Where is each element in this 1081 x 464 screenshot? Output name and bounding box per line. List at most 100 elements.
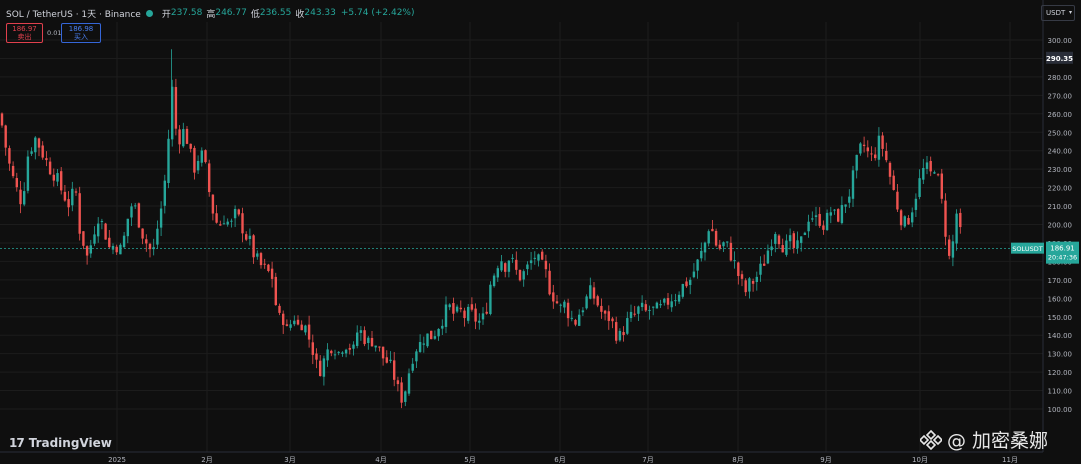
price-tick-label: 230.00 (1048, 166, 1073, 174)
candle-body (274, 276, 277, 306)
candle-body (100, 221, 104, 223)
price-tick-label: 210.00 (1048, 203, 1073, 211)
open-label: 开 (161, 9, 171, 20)
candle-body (807, 221, 810, 232)
bar-countdown: 20:47:36 (1048, 254, 1077, 262)
candle-body (193, 147, 196, 173)
candle-body (78, 193, 81, 234)
candle-body (400, 382, 403, 403)
candle-body (363, 330, 366, 345)
candle-body (259, 253, 263, 266)
watermark-text: @ 加密桑娜 (947, 430, 1049, 452)
sell-label: 卖出 (17, 33, 32, 41)
currency-selector[interactable]: USDT ▾ (1041, 5, 1075, 21)
high-price-marker: 290.35 (1046, 55, 1073, 63)
last-price-label: 186.91 (1050, 245, 1075, 253)
candle-body (230, 220, 233, 222)
candle-body (522, 271, 525, 280)
candle-body (692, 271, 696, 278)
candle-body (156, 228, 159, 245)
tradingview-logo[interactable]: 17 TradingView (9, 436, 112, 450)
candle-body (208, 163, 211, 193)
candle-body (293, 320, 296, 325)
candle-body (589, 285, 592, 299)
candle-body (851, 170, 855, 199)
candle-body (585, 296, 588, 309)
candle-body (285, 324, 289, 326)
watermark: @ 加密桑娜 (920, 426, 1048, 453)
market-status-dot-icon (145, 9, 153, 17)
candle-body (711, 228, 714, 232)
candle-body (874, 154, 877, 159)
candle-body (367, 337, 370, 344)
price-tick-label: 240.00 (1048, 148, 1073, 156)
price-axis[interactable]: 300.00290.00280.00270.00260.00250.00240.… (1011, 0, 1081, 464)
candle-body (844, 204, 847, 207)
candle-body (134, 205, 137, 207)
candle-body (814, 215, 818, 217)
candlestick-series (0, 49, 962, 409)
candle-body (311, 342, 314, 355)
candle-body (60, 171, 63, 191)
time-tick-label: 7月 (642, 456, 653, 464)
candle-body (718, 244, 721, 249)
price-tick-label: 280.00 (1048, 74, 1073, 82)
candle-body (296, 319, 300, 325)
candle-body (740, 274, 744, 279)
candle-body (163, 180, 166, 206)
candle-body (407, 373, 411, 394)
symbol-title[interactable]: SOL / TetherUS · 1天 · Binance (6, 9, 141, 20)
time-axis[interactable]: 2025 2月 3月 4月 5月 6月 7月 8月 9月 10月 11月 (0, 451, 1081, 464)
candle-body (859, 143, 862, 154)
candle-body (907, 218, 910, 225)
currency-label: USDT (1046, 9, 1066, 17)
candle-body (948, 239, 951, 256)
candle-body (226, 221, 229, 225)
close-value: 243.33 (304, 8, 336, 18)
candle-body (26, 156, 30, 191)
buy-button[interactable]: 186.98 买入 (61, 23, 101, 43)
candle-body (944, 200, 947, 237)
candle-body (426, 333, 429, 347)
candle-body (393, 360, 396, 380)
candle-body (881, 135, 884, 149)
candle-body (145, 239, 148, 244)
candle-body (862, 144, 866, 146)
candle-body (833, 209, 836, 211)
price-tick-label: 140.00 (1048, 332, 1073, 340)
price-tick-label: 250.00 (1048, 129, 1073, 137)
time-tick-label: 9月 (820, 456, 831, 464)
candle-body (319, 360, 322, 377)
sell-button[interactable]: 186.97 卖出 (6, 23, 43, 43)
candle-body (467, 306, 470, 321)
candle-body (222, 223, 226, 225)
candle-body (452, 303, 455, 314)
candle-body (896, 191, 899, 210)
candle-body (866, 147, 869, 152)
candle-body (496, 268, 499, 278)
candle-body (111, 246, 115, 250)
candle-body (37, 138, 41, 148)
candle-body (674, 300, 677, 302)
candle-body (45, 158, 48, 161)
candle-body (252, 235, 255, 258)
candle-body (215, 213, 218, 223)
candle-body (903, 216, 906, 227)
candle-body (67, 199, 70, 208)
candle-body (751, 280, 755, 284)
price-tick-label: 150.00 (1048, 314, 1073, 322)
candle-body (370, 337, 374, 347)
candle-body (526, 264, 529, 270)
candle-body (56, 173, 59, 182)
candle-body (333, 354, 337, 356)
candle-body (200, 150, 203, 163)
candle-body (925, 162, 929, 169)
change-value: +5.74 (+2.42%) (340, 8, 415, 18)
candle-body (344, 349, 348, 354)
candle-body (533, 257, 536, 259)
candle-body (652, 306, 655, 308)
candle-body (596, 296, 599, 306)
candle-body (848, 196, 851, 203)
candle-body (707, 231, 710, 244)
